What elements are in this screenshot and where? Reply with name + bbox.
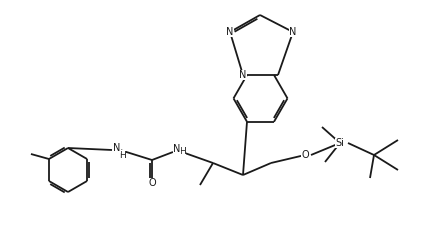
- Text: O: O: [301, 150, 309, 160]
- Text: N: N: [226, 27, 233, 37]
- Text: N: N: [113, 143, 121, 153]
- Text: H: H: [179, 147, 185, 156]
- Text: N: N: [239, 70, 247, 80]
- Text: Si: Si: [335, 138, 344, 148]
- Text: N: N: [173, 144, 181, 154]
- Text: O: O: [148, 178, 156, 188]
- Text: N: N: [289, 27, 297, 37]
- Text: H: H: [118, 150, 125, 160]
